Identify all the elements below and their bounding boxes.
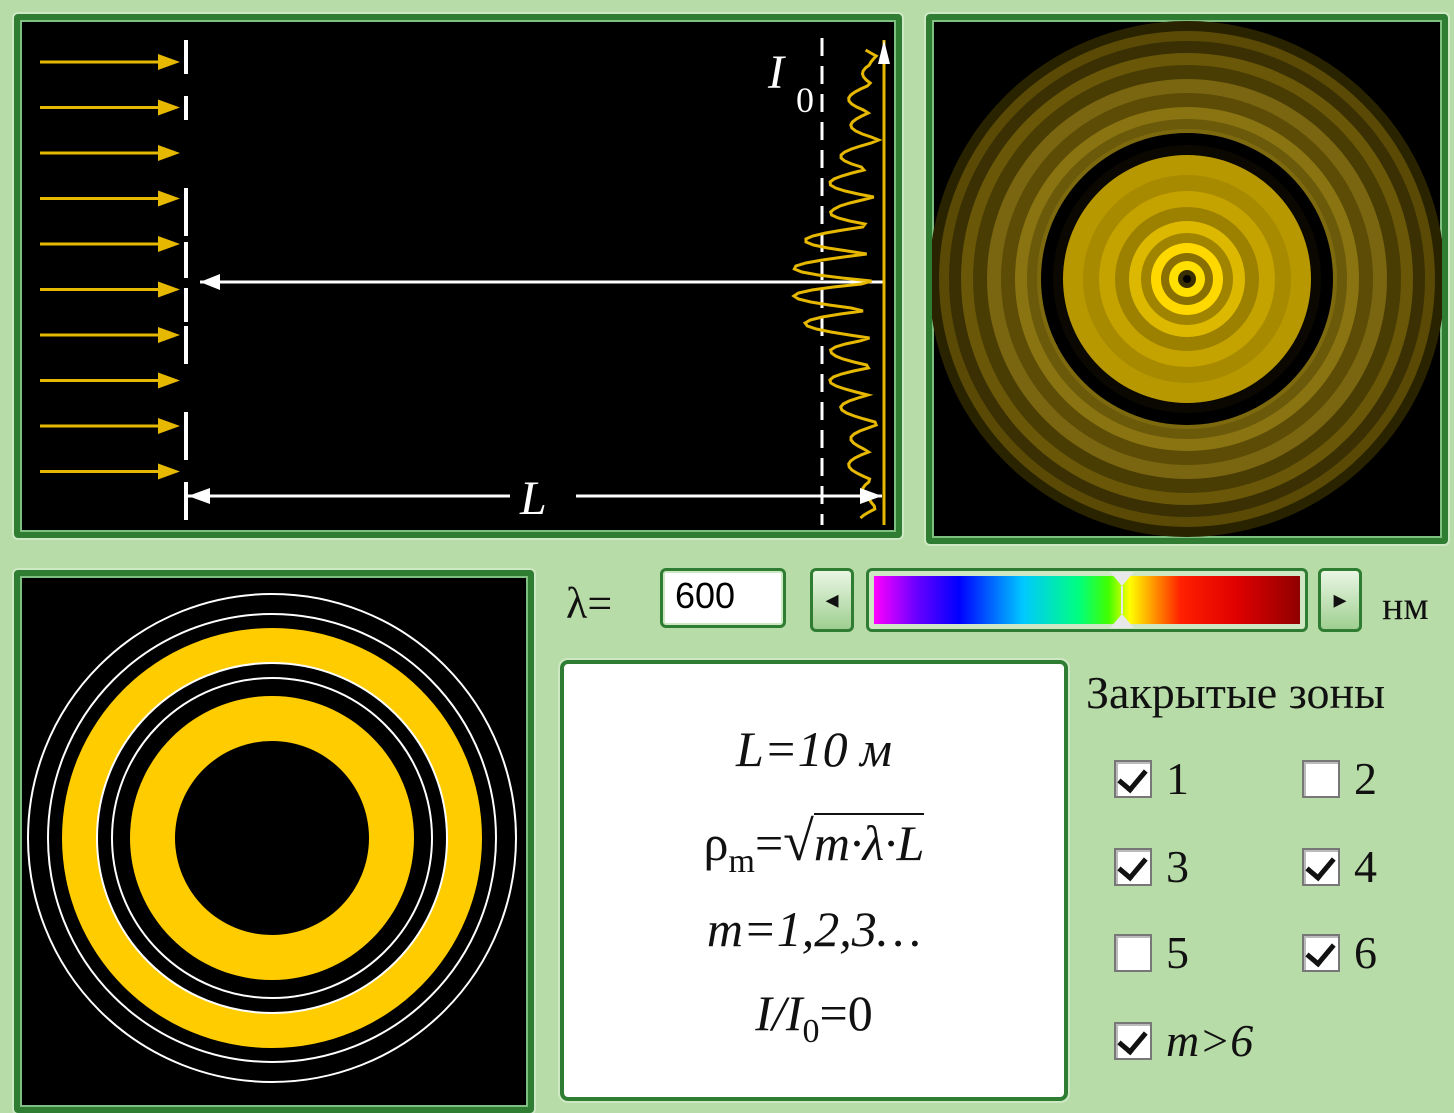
formula-radicand: m·λ·L xyxy=(813,813,925,871)
formula-radius: ρm=√m·λ·L xyxy=(703,811,925,880)
beam-arrowhead xyxy=(158,145,180,161)
formula-m-values: m=1,2,3… xyxy=(564,900,1064,958)
formula-rho-subscript: m xyxy=(728,843,755,880)
i0-label-subscript: 0 xyxy=(796,80,814,120)
wavelength-symbol: λ= xyxy=(566,579,613,628)
beam-arrowhead xyxy=(158,418,180,434)
diffraction-rings xyxy=(932,21,1442,537)
zone-plate xyxy=(27,593,517,1083)
distance-label: L xyxy=(519,472,547,525)
i0-label: I xyxy=(767,46,786,99)
formula-distance-text: L=10 м xyxy=(736,721,892,777)
zone-checkbox-label: 1 xyxy=(1166,753,1189,804)
checkbox-icon[interactable] xyxy=(1302,759,1340,798)
fresnel-zones xyxy=(27,593,517,1083)
formula-intensity-ratio: I/I xyxy=(755,985,803,1041)
zone-checkbox-label: 3 xyxy=(1166,841,1189,892)
zone-checkbox-3[interactable]: 3 xyxy=(1114,840,1189,893)
intensity-profile-curve xyxy=(791,48,883,520)
checkbox-icon[interactable] xyxy=(1114,1021,1152,1060)
screen-arrowhead xyxy=(878,40,890,64)
zone-checkbox-label: m>6 xyxy=(1166,1015,1254,1066)
formula-box: L=10 м ρm=√m·λ·L m=1,2,3… I/I0=0 xyxy=(560,660,1068,1101)
zone-checkbox-label: 5 xyxy=(1166,927,1189,978)
formula-rho: ρ xyxy=(703,815,729,871)
setup-diagram-panel: I 0 L xyxy=(14,14,902,538)
formula-intensity: I/I0=0 xyxy=(564,984,1064,1050)
beam-arrowhead xyxy=(158,372,180,389)
formula-distance: L=10 м xyxy=(564,720,1064,778)
zone-checkbox-label: 6 xyxy=(1354,927,1377,978)
checkbox-icon[interactable] xyxy=(1114,933,1152,972)
incident-beam-arrows xyxy=(40,54,180,480)
checkbox-icon[interactable] xyxy=(1302,933,1340,972)
wavelength-input[interactable]: 600 xyxy=(660,568,786,628)
zone-checkbox-label: 4 xyxy=(1354,841,1377,892)
formula-intensity-value: =0 xyxy=(819,985,873,1041)
right-arrow-icon: ▸ xyxy=(1333,585,1347,615)
zone-checkbox-m-gt-6[interactable]: m>6 xyxy=(1114,1014,1253,1067)
wavelength-unit: нм xyxy=(1382,583,1429,628)
closed-zone-1 xyxy=(175,741,369,935)
checkbox-icon[interactable] xyxy=(1114,847,1152,886)
formula-m-values-text: m=1,2,3… xyxy=(706,901,922,957)
left-arrow-icon: ◂ xyxy=(825,585,839,615)
slider-thumb[interactable] xyxy=(1110,572,1134,628)
zone-plate-panel xyxy=(14,570,534,1113)
beam-arrowhead xyxy=(158,281,180,298)
beam-arrowhead xyxy=(158,190,180,207)
zone-checkbox-4[interactable]: 4 xyxy=(1302,840,1377,893)
beam-arrowhead xyxy=(158,236,180,252)
beam-arrowhead xyxy=(158,99,180,116)
diffraction-ring xyxy=(1183,275,1191,283)
zone-checkbox-2[interactable]: 2 xyxy=(1302,752,1377,805)
zone-checkbox-6[interactable]: 6 xyxy=(1302,926,1377,979)
diffraction-pattern-panel xyxy=(926,14,1448,544)
diffraction-pattern xyxy=(932,21,1442,537)
spectrum-track xyxy=(874,572,1300,628)
checkbox-icon[interactable] xyxy=(1114,759,1152,798)
wavelength-decrease-button[interactable]: ◂ xyxy=(810,568,854,632)
wavelength-slider[interactable] xyxy=(866,568,1308,632)
beam-arrowhead xyxy=(158,463,180,480)
beam-arrowhead xyxy=(158,54,180,70)
distance-arrow-right xyxy=(860,488,882,504)
distance-arrow-left xyxy=(188,488,210,504)
formula-intensity-subscript: 0 xyxy=(802,1013,820,1050)
wavelength-increase-button[interactable]: ▸ xyxy=(1318,568,1362,632)
checkbox-icon[interactable] xyxy=(1302,847,1340,886)
closed-zones-title: Закрытые зоны xyxy=(1086,667,1386,718)
zone-checkbox-1[interactable]: 1 xyxy=(1114,752,1189,805)
zone-checkbox-label: 2 xyxy=(1354,753,1377,804)
axis-arrowhead xyxy=(200,274,220,290)
beam-arrowhead xyxy=(158,327,180,343)
setup-diagram: I 0 L xyxy=(40,38,890,525)
zone-checkbox-5[interactable]: 5 xyxy=(1114,926,1189,979)
